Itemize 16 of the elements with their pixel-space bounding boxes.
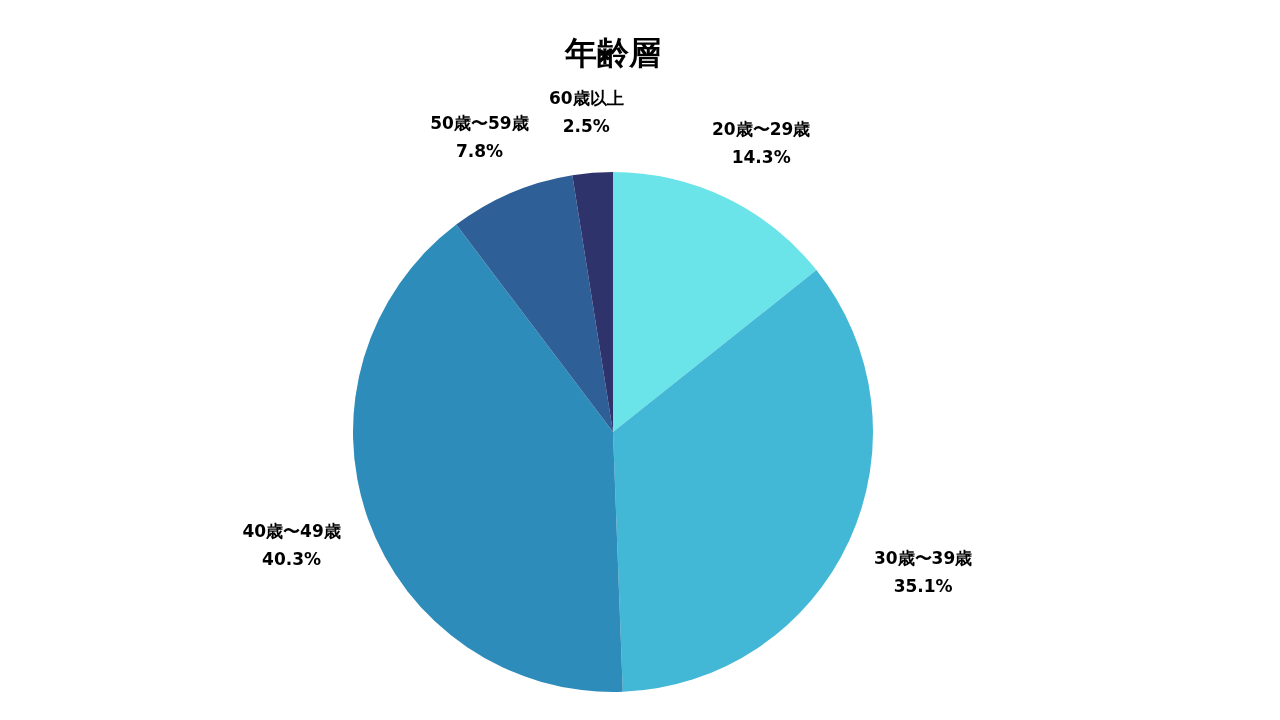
pie-slice (456, 175, 613, 432)
slice-label: 60歳以上 (548, 88, 624, 108)
slice-label: 20歳〜29歳 (712, 119, 811, 140)
data-label: 14.3% (731, 147, 791, 168)
pie-slice (613, 172, 817, 432)
pie-slice (613, 270, 873, 692)
data-label: 2.5% (562, 116, 610, 136)
data-label: 35.1% (893, 575, 953, 596)
chart-title: 年齢層 (564, 34, 661, 72)
pie-slice (353, 224, 623, 692)
slice-label: 40歳〜49歳 (242, 521, 341, 542)
data-label: 7.8% (455, 140, 504, 161)
data-label: 40.3% (262, 549, 322, 570)
slice-label: 50歳〜59歳 (430, 112, 529, 133)
slice-label: 30歳〜39歳 (873, 547, 973, 568)
pie-slice (572, 172, 613, 432)
